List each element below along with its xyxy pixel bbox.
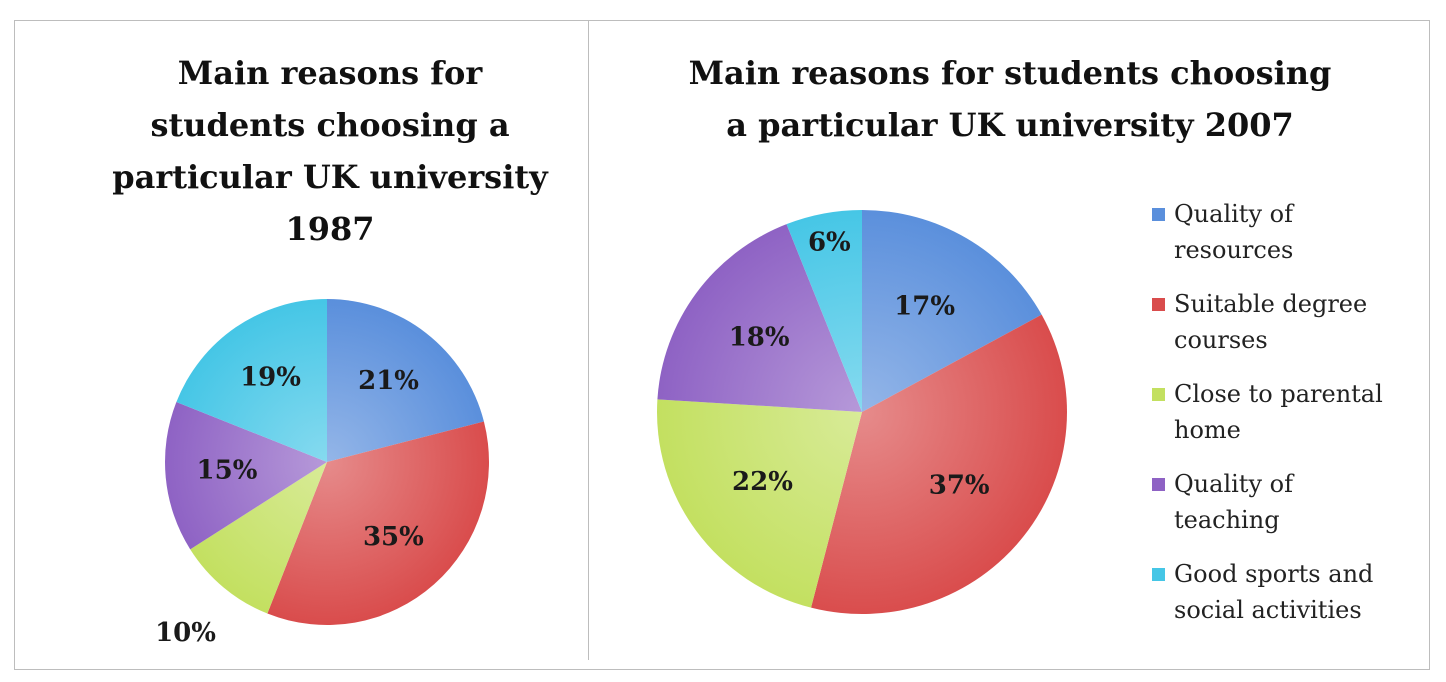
legend-swatch — [1152, 298, 1165, 311]
pie-slice-quality-teaching — [164, 401, 327, 550]
legend-item-good-sports-and-social-activities: Good sports and social activities — [1148, 556, 1418, 646]
chart-2007-title-line: a particular UK university 2007 — [726, 106, 1294, 144]
legend-label: resources — [1174, 236, 1294, 264]
pie-slice-quality-resources — [327, 299, 484, 462]
legend-item-quality-of-resources: Quality of resources — [1148, 196, 1418, 286]
pie-slice-quality-teaching — [657, 224, 862, 412]
legend-label: Quality of — [1174, 200, 1293, 228]
legend-item-quality-of-teaching: Quality of teaching — [1148, 466, 1418, 556]
chart-2007-legend: Quality of resources Suitable degree cou… — [1148, 196, 1418, 646]
chart-1987-title-line: 1987 — [285, 210, 375, 248]
chart-2007-title-line: Main reasons for students choosing — [688, 54, 1332, 92]
chart-1987-title-line: particular UK university — [112, 158, 548, 196]
legend-item-suitable-degree-courses: Suitable degree courses — [1148, 286, 1418, 376]
legend-item-close-to-parental-home: Close to parental home — [1148, 376, 1418, 466]
legend-label: social activities — [1174, 596, 1362, 624]
chart-1987-title: Main reasons for students choosing a par… — [60, 47, 600, 255]
chart-1987-title-line: Main reasons for — [177, 54, 483, 92]
chart-2007-title: Main reasons for students choosing a par… — [640, 47, 1380, 151]
chart-1987-title-line: students choosing a — [150, 106, 510, 144]
data-label-sports-social: 19% — [240, 362, 301, 392]
legend-label: Quality of — [1174, 470, 1293, 498]
legend-label: Good sports and — [1174, 560, 1374, 588]
pie-slice-quality-resources — [862, 210, 1042, 412]
legend-swatch — [1152, 208, 1165, 221]
data-label-suitable-degree: 35% — [363, 522, 424, 552]
data-label-suitable-degree: 37% — [929, 470, 990, 500]
legend-label: home — [1174, 416, 1241, 444]
data-label-quality-teaching: 18% — [729, 322, 790, 352]
legend-label: Close to parental — [1174, 380, 1383, 408]
pie-slice-suitable-degree — [811, 314, 1067, 614]
pie-slice-suitable-degree — [267, 421, 489, 625]
pie-slice-sports-social — [786, 210, 862, 412]
data-label-sports-social: 6% — [808, 227, 851, 257]
legend-label: teaching — [1174, 506, 1280, 534]
data-label-quality-teaching: 15% — [197, 456, 258, 486]
pie-slice-close-parental — [657, 399, 862, 608]
data-label-close-parental: 22% — [732, 467, 793, 497]
legend-swatch — [1152, 478, 1165, 491]
chart-frame — [14, 20, 1430, 670]
legend-swatch — [1152, 568, 1165, 581]
data-label-quality-resources: 17% — [894, 292, 955, 322]
data-label-close-parental: 10% — [155, 618, 216, 648]
legend-label: courses — [1174, 326, 1268, 354]
chart-divider — [588, 20, 589, 660]
legend-swatch — [1152, 388, 1165, 401]
pie-slice-close-parental — [190, 462, 327, 614]
legend-label: Suitable degree — [1174, 290, 1368, 318]
data-label-quality-resources: 21% — [358, 366, 419, 396]
pie-slice-sports-social — [176, 299, 327, 462]
